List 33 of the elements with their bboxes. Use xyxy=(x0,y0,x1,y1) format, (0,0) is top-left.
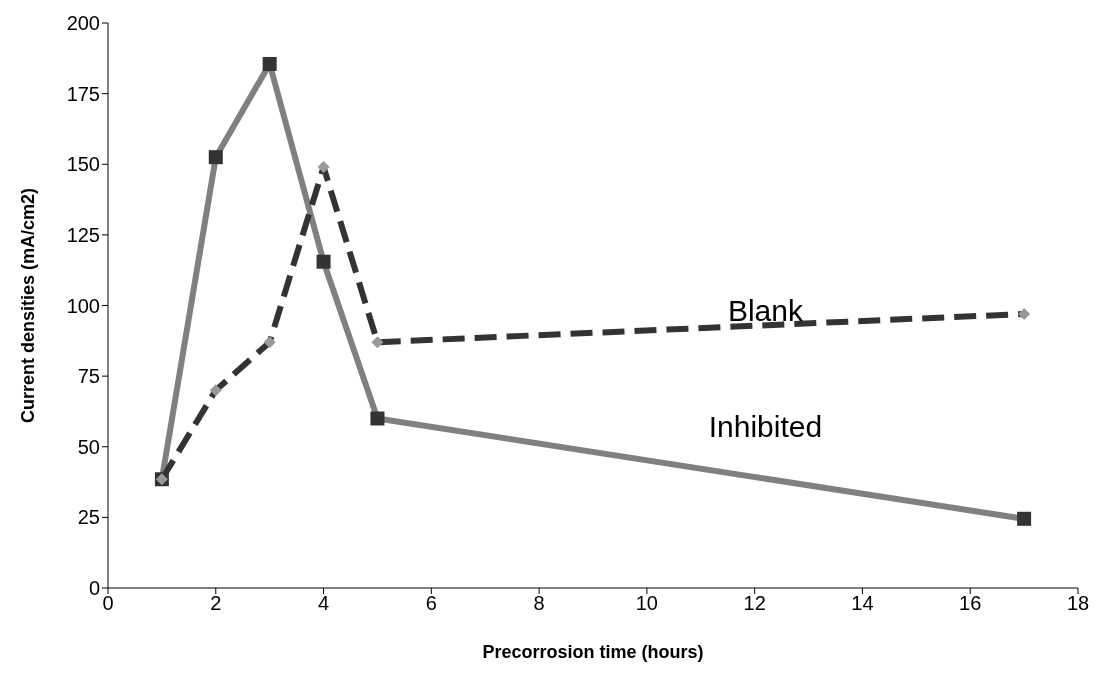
y-axis-title: Current densities (mA/cm2) xyxy=(18,187,39,424)
point xyxy=(371,336,384,349)
x-axis-title: Precorrosion time (hours) xyxy=(482,642,704,662)
point xyxy=(263,336,276,349)
point xyxy=(209,384,222,397)
series-label: Inhibited xyxy=(708,409,823,443)
x-tick-label: 6 xyxy=(425,592,437,615)
point xyxy=(262,56,277,71)
point xyxy=(370,411,385,426)
point xyxy=(1017,511,1032,526)
point xyxy=(316,254,331,269)
x-tick-label: 10 xyxy=(635,592,659,615)
y-tick-label: 175 xyxy=(66,82,100,105)
x-tick-label: 4 xyxy=(317,592,330,615)
y-tick-label: 50 xyxy=(77,435,100,458)
x-tick-label: 8 xyxy=(533,592,545,615)
y-tick-label: 25 xyxy=(77,506,100,529)
series-label: Blank xyxy=(727,294,804,328)
y-tick-label: 100 xyxy=(66,294,100,317)
y-tick-label: 200 xyxy=(66,12,100,35)
x-tick-label: 12 xyxy=(743,592,766,615)
y-tick-label: 0 xyxy=(88,577,100,600)
x-tick-label: 14 xyxy=(851,592,874,615)
y-tick-label: 125 xyxy=(66,223,100,246)
x-tick-label: 18 xyxy=(1066,592,1090,615)
x-tick-label: 16 xyxy=(959,592,982,615)
x-tick-label: 2 xyxy=(210,592,222,615)
point xyxy=(317,161,330,174)
y-tick-label: 75 xyxy=(77,365,100,388)
x-tick-label: 0 xyxy=(102,592,114,615)
point xyxy=(208,150,223,165)
y-tick-label: 150 xyxy=(66,153,100,176)
point xyxy=(1018,307,1031,320)
